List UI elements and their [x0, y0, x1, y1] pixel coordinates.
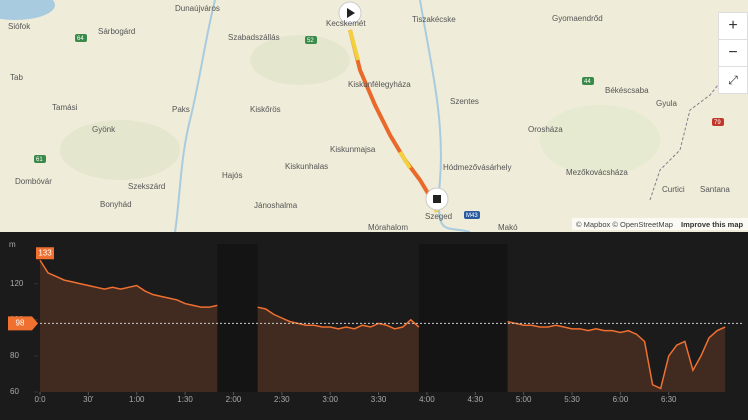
place: Kiskunmajsa [330, 145, 376, 154]
x-tick-label: 0:0 [34, 395, 46, 404]
zoom-in[interactable]: + [718, 12, 748, 40]
place: Orosháza [528, 125, 563, 134]
zoom-out[interactable]: − [718, 39, 748, 67]
place: Kiskunhalas [285, 162, 328, 171]
place: Hajós [222, 171, 242, 180]
place: Kecskemét [326, 19, 366, 28]
x-tick-label: 5:30 [564, 395, 580, 404]
place: Makó [498, 223, 518, 232]
place-labels: Siófok Dunaújváros Sárbogárd Szabadszáll… [8, 4, 730, 232]
place: Kiskőrös [250, 105, 281, 114]
max-tag [36, 247, 54, 260]
place: Mezőkovácsháza [566, 168, 628, 177]
place: Gyula [656, 99, 677, 108]
x-tick-label: 6:00 [613, 395, 629, 404]
place: Tamási [52, 103, 78, 112]
road-shield: 61 [36, 157, 43, 163]
fullscreen-button[interactable]: ⤢ [718, 66, 748, 94]
place: Békéscsaba [605, 86, 649, 95]
x-tick-label: 5:00 [516, 395, 532, 404]
place: Kiskunfélegyháza [348, 80, 411, 89]
elevation-chart: m 60801001200:030'1:001:302:002:303:003:… [0, 232, 748, 420]
place: Szabadszállás [228, 33, 280, 42]
place: Mórahalom [368, 223, 408, 232]
place: Dunaújváros [175, 4, 220, 13]
place: Dombóvár [15, 177, 52, 186]
place: Jánoshalma [254, 201, 298, 210]
road-shields: 64 52 44 61 M43 79 [34, 34, 724, 219]
x-tick-label: 30' [83, 395, 94, 404]
place: Tiszakécske [412, 15, 456, 24]
road-shield: 52 [307, 38, 314, 44]
road-shield: 44 [584, 79, 591, 85]
place: Gyomaendrőd [552, 14, 603, 23]
place: Paks [172, 105, 190, 114]
max-label: 133 [38, 248, 52, 257]
x-tick-label: 4:30 [467, 395, 483, 404]
x-tick-label: 3:00 [322, 395, 338, 404]
place: Gyönk [92, 125, 116, 134]
x-tick-label: 2:30 [274, 395, 290, 404]
road-shield: 64 [77, 36, 84, 42]
y-unit: m [9, 240, 16, 249]
place: Sárbogárd [98, 27, 135, 36]
average-tag [8, 316, 38, 331]
y-tick-label: 60 [10, 387, 19, 396]
place: Curtici [662, 185, 685, 194]
x-tick-label: 1:00 [129, 395, 145, 404]
improve-link[interactable]: Improve this map [681, 220, 744, 229]
x-tick-label: 4:00 [419, 395, 435, 404]
gap-band [217, 244, 258, 392]
y-tick-label: 120 [10, 279, 24, 288]
place: Szekszárd [128, 182, 165, 191]
road-shield: 79 [714, 120, 721, 126]
elevation-area [40, 260, 726, 392]
map[interactable]: Siófok Dunaújváros Sárbogárd Szabadszáll… [0, 0, 748, 232]
y-tick-label: 80 [10, 351, 19, 360]
x-tick-label: 2:00 [226, 395, 242, 404]
elevation-line [39, 259, 726, 390]
gap-band [418, 244, 508, 392]
average-label: 98 [16, 319, 25, 328]
place: Bonyhád [100, 200, 132, 209]
place: Tab [10, 73, 23, 82]
x-tick-label: 6:30 [661, 395, 677, 404]
road-shield: M43 [466, 213, 478, 219]
place: Santana [700, 185, 730, 194]
attribution: © Mapbox © OpenStreetMap [576, 220, 673, 229]
x-tick-label: 1:30 [177, 395, 193, 404]
place: Hódmezővásárhely [443, 163, 511, 172]
place: Siófok [8, 22, 31, 31]
place: Szeged [425, 212, 452, 221]
x-tick-label: 3:30 [371, 395, 387, 404]
place: Szentes [450, 97, 479, 106]
